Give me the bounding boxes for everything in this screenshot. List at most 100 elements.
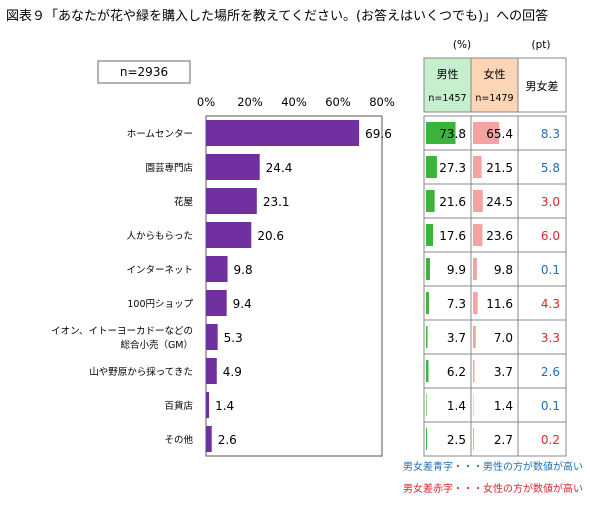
plot-frame — [205, 115, 383, 457]
female-header-bg — [471, 58, 518, 112]
category-label: その他 — [164, 434, 193, 446]
table-cell — [517, 149, 567, 185]
male-bar — [426, 258, 430, 280]
sample-size-box: n=2936 — [97, 60, 191, 84]
bar-value-label: 9.4 — [233, 297, 252, 311]
female-value: 11.6 — [486, 297, 513, 311]
female-bar — [473, 258, 477, 280]
table-cell — [517, 421, 567, 457]
male-bar — [426, 394, 427, 416]
female-bar — [473, 326, 476, 348]
female-value: 65.4 — [486, 127, 513, 141]
bar — [206, 256, 228, 282]
diff-value: 5.8 — [541, 161, 560, 175]
bar — [206, 188, 257, 214]
female-bar — [473, 156, 482, 178]
diff-value: 0.1 — [541, 263, 560, 277]
table-cell — [470, 387, 519, 423]
female-bar — [473, 360, 475, 382]
male-value: 27.3 — [439, 161, 466, 175]
female-bar — [473, 394, 474, 416]
male-bar — [426, 156, 437, 178]
legend-notes: 男女差青字・・・男性の方が数値が高い 男女差赤字・・・女性の方が数値が高い — [403, 460, 583, 495]
male-value: 1.4 — [447, 399, 466, 413]
x-tick-label: 60% — [325, 95, 351, 109]
x-tick-label: 20% — [237, 95, 263, 109]
x-tick-label: 40% — [281, 95, 307, 109]
header-border — [423, 57, 567, 113]
category-label: イオン、イトーヨーカドーなどの総合小売（GM） — [51, 326, 193, 351]
female-value: 23.6 — [486, 229, 513, 243]
table-cell — [517, 183, 567, 219]
bar-value-label: 20.6 — [257, 229, 284, 243]
female-bar — [473, 428, 475, 450]
female-header-n: n=1479 — [475, 93, 513, 104]
sample-size-frame — [97, 60, 191, 84]
chart-title: 図表９「あなたが花や緑を購入した場所を教えてください。(お答えはいくつでも)」へ… — [6, 8, 548, 24]
table-cell — [517, 353, 567, 389]
bar — [206, 358, 217, 384]
bar-value-label: 1.4 — [215, 399, 234, 413]
category-label: ホームセンター — [127, 129, 193, 140]
gender-table: (%) (pt) 男性 n=1457 女性 n=1479 男女差 73.8 65.4 8.3 2… — [423, 39, 567, 457]
diff-value: 0.1 — [541, 399, 560, 413]
bar-value-label: 24.4 — [266, 161, 293, 175]
legend-note-blue: 男女差青字・・・男性の方が数値が高い — [403, 460, 583, 473]
male-header-label: 男性 — [437, 67, 459, 81]
female-value: 24.5 — [486, 195, 513, 209]
diff-value: 2.6 — [541, 365, 560, 379]
male-value: 7.3 — [447, 297, 466, 311]
bar-value-label: 23.1 — [263, 195, 290, 209]
female-value: 3.7 — [494, 365, 513, 379]
bar-value-label: 5.3 — [224, 331, 243, 345]
plot-border — [205, 115, 383, 457]
category-label: 園芸専門店 — [145, 162, 193, 174]
diff-value: 6.0 — [541, 229, 560, 243]
legend-note-red: 男女差赤字・・・女性の方が数値が高い — [403, 482, 583, 495]
male-bar — [426, 292, 429, 314]
bar — [206, 154, 260, 180]
female-bar — [473, 190, 483, 212]
unit-percent: (%) — [453, 39, 471, 51]
bar — [206, 222, 252, 248]
male-value: 3.7 — [447, 331, 466, 345]
category-label: 山や野原から採ってきた — [89, 366, 193, 378]
table-cell — [470, 421, 519, 457]
male-value: 17.6 — [439, 229, 466, 243]
diff-value: 8.3 — [541, 127, 560, 141]
female-bar — [473, 122, 500, 144]
bar-value-label: 2.6 — [218, 433, 237, 447]
table-cell — [470, 319, 519, 355]
x-tick-label: 0% — [197, 95, 215, 109]
female-value: 1.4 — [494, 399, 513, 413]
diff-value: 0.2 — [541, 433, 560, 447]
bar — [206, 324, 218, 350]
category-label: インターネット — [126, 265, 193, 276]
bar — [206, 426, 212, 452]
sample-size-label: n=2936 — [120, 65, 168, 79]
table-cell — [423, 353, 472, 389]
category-label: 100円ショップ — [127, 299, 193, 310]
table-cell — [517, 285, 567, 321]
bar-value-label: 9.8 — [234, 263, 253, 277]
male-value: 21.6 — [439, 195, 466, 209]
diff-header-label: 男女差 — [526, 79, 559, 93]
category-label: 人からもらった — [126, 231, 193, 242]
female-value: 9.8 — [494, 263, 513, 277]
category-label: 百貨店 — [164, 400, 193, 412]
table-cell — [517, 319, 567, 355]
male-value: 73.8 — [439, 127, 466, 141]
male-header-bg — [424, 58, 471, 112]
bar — [206, 392, 210, 418]
unit-point: (pt) — [532, 39, 551, 51]
category-label: 花屋 — [174, 196, 193, 208]
female-value: 7.0 — [494, 331, 513, 345]
diff-value: 3.3 — [541, 331, 560, 345]
male-header-n: n=1457 — [428, 93, 466, 104]
male-bar — [426, 122, 456, 144]
bar-value-label: 69.6 — [365, 127, 392, 141]
male-bar — [426, 428, 427, 450]
male-value: 6.2 — [447, 365, 466, 379]
